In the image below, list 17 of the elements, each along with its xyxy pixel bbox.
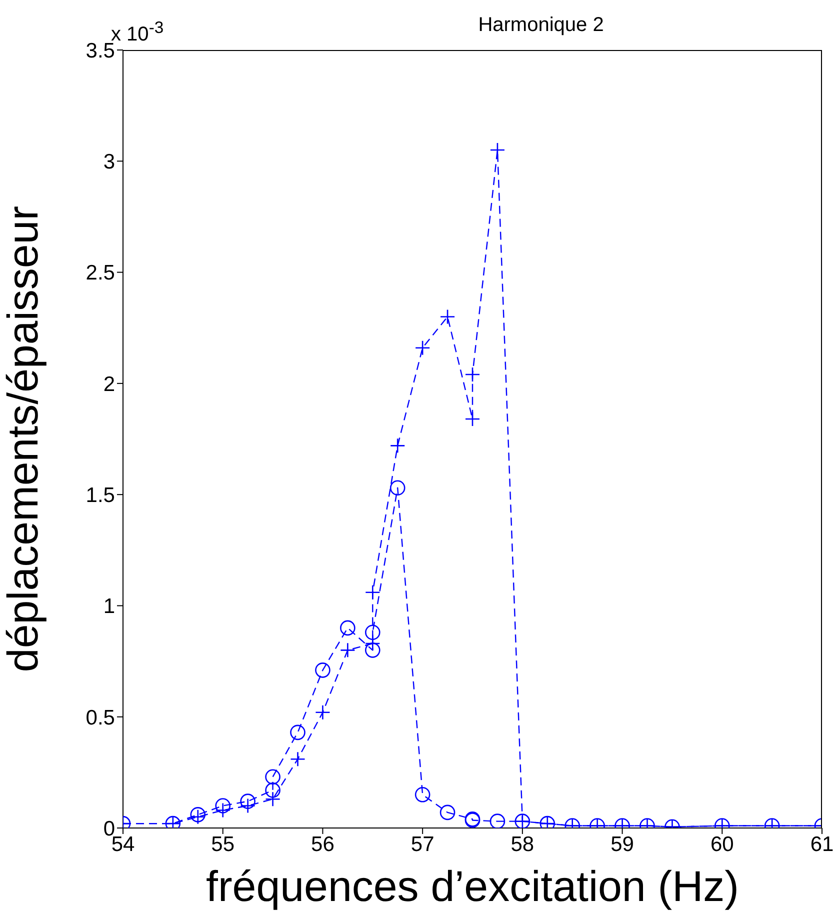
y-tick-label: 2.5 <box>86 262 115 285</box>
y-tick-label: 1.5 <box>86 484 115 508</box>
x-tick-label: 59 <box>610 832 634 856</box>
chart-title: Harmonique 2 <box>478 14 604 36</box>
x-tick-label: 56 <box>311 832 334 856</box>
x-tick-label: 61 <box>810 832 834 856</box>
y-axis-title: déplacements/épaisseur <box>0 206 48 672</box>
x-tick-label: 55 <box>211 832 235 856</box>
y-tick-label: 0.5 <box>86 706 115 730</box>
y-tick-label: 1 <box>103 595 115 618</box>
y-tick-label: 2 <box>103 372 115 396</box>
x-tick-label: 58 <box>510 832 534 856</box>
y-tick-label: 3.5 <box>86 39 115 62</box>
y-tick-label: 3 <box>103 150 115 174</box>
x-axis-title: fréquences d’excitation (Hz) <box>205 862 740 912</box>
x-tick-label: 57 <box>410 832 434 856</box>
x-tick-label: 60 <box>710 832 734 856</box>
